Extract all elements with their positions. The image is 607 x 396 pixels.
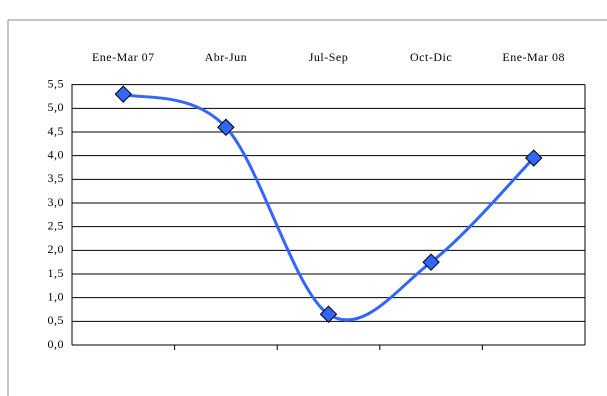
x-tick-label: Oct-Dic: [410, 50, 452, 64]
y-tick-label: 4,5: [48, 124, 65, 138]
y-tick-label: 1,0: [48, 289, 65, 303]
y-tick-label: 3,0: [48, 195, 65, 209]
x-tick-label: Abr-Jun: [205, 50, 248, 64]
point-marker: [217, 118, 235, 136]
y-tick-label: 4,0: [48, 147, 65, 161]
x-tick-label: Ene-Mar 07: [92, 50, 155, 64]
y-tick-label: 0,5: [48, 313, 65, 327]
y-tick-label: 5,0: [48, 100, 65, 114]
series-line: [122, 92, 535, 322]
y-tick-label: 2,0: [48, 242, 65, 256]
x-tick-label: Jul-Sep: [309, 50, 349, 64]
point-marker: [114, 85, 133, 103]
x-tick-label: Ene-Mar 08: [502, 50, 565, 64]
y-tick-label: 3,5: [48, 171, 65, 185]
point-marker: [319, 305, 338, 323]
y-tick-label: 1,5: [48, 266, 65, 280]
y-tick-label: 0,0: [48, 337, 65, 351]
y-tick-label: 2,5: [48, 218, 65, 232]
y-tick-label: 5,5: [48, 76, 65, 90]
point-marker: [524, 149, 543, 167]
point-marker: [422, 253, 440, 271]
